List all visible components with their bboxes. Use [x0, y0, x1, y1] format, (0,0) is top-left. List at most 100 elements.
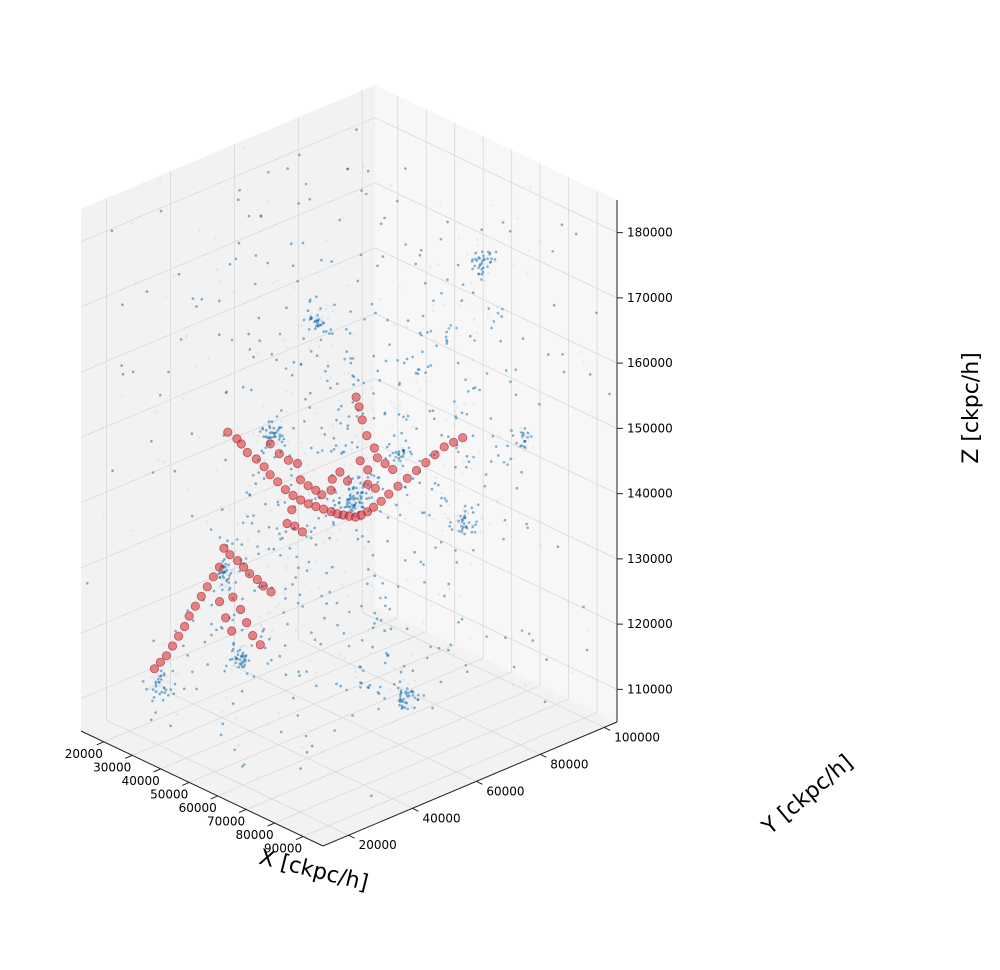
- particle-point: [314, 327, 317, 331]
- particle-point: [349, 493, 352, 497]
- particle-point: [423, 511, 426, 514]
- particle-point: [408, 455, 412, 459]
- particle-point: [408, 502, 412, 505]
- particle-point: [235, 666, 238, 670]
- particle-point: [334, 444, 338, 447]
- particle-point: [461, 297, 464, 301]
- particle-point: [410, 452, 413, 456]
- particle-point: [445, 499, 448, 503]
- particle-point: [482, 266, 485, 270]
- particle-point: [405, 325, 409, 329]
- particle-point: [347, 284, 351, 287]
- particle-point: [264, 435, 267, 439]
- particle-point: [486, 312, 490, 316]
- particle-point: [279, 538, 282, 541]
- particle-point: [186, 654, 189, 657]
- particle-point: [271, 281, 275, 285]
- particle-point: [102, 513, 105, 516]
- particle-point: [329, 450, 333, 453]
- particle-point: [349, 463, 353, 467]
- particle-point: [153, 677, 156, 681]
- particle-point: [386, 516, 390, 519]
- particle-point: [331, 343, 334, 346]
- particle-point: [398, 472, 401, 475]
- particle-point: [236, 660, 239, 663]
- particle-point: [446, 278, 449, 282]
- particle-point: [332, 565, 336, 568]
- particle-point: [323, 540, 327, 544]
- particle-point: [173, 682, 177, 686]
- particle-point: [265, 199, 269, 203]
- particle-point: [294, 543, 298, 546]
- particle-point: [264, 431, 268, 434]
- particle-point: [472, 318, 475, 322]
- particle-point: [462, 460, 466, 464]
- particle-point: [407, 446, 411, 450]
- particle-point: [416, 698, 420, 702]
- particle-point: [470, 523, 474, 527]
- particle-point: [478, 388, 481, 392]
- particle-point: [403, 691, 407, 694]
- particle-point: [432, 517, 436, 521]
- particle-point: [158, 675, 162, 678]
- particle-point: [185, 334, 188, 337]
- particle-point: [545, 658, 548, 661]
- particle-point: [411, 477, 415, 480]
- particle-point: [383, 216, 386, 220]
- particle-point: [315, 316, 319, 319]
- particle-point: [349, 498, 353, 502]
- particle-point: [134, 280, 138, 284]
- particle-point: [238, 662, 242, 666]
- particle-point: [404, 692, 408, 696]
- particle-point: [410, 652, 413, 656]
- particle-point: [285, 390, 289, 393]
- particle-point: [288, 547, 292, 550]
- grid-line: [132, 630, 427, 756]
- particle-point: [462, 533, 465, 536]
- particle-point: [275, 527, 279, 530]
- particle-point: [231, 542, 234, 545]
- particle-point: [522, 444, 526, 448]
- particle-point: [326, 304, 329, 308]
- particle-point: [400, 704, 404, 708]
- particle-point: [350, 502, 354, 505]
- particle-point: [307, 659, 311, 662]
- particle-point: [426, 365, 430, 369]
- particle-point: [232, 290, 236, 294]
- particle-point: [269, 508, 272, 512]
- particle-point: [378, 297, 381, 301]
- particle-point: [470, 506, 474, 510]
- particle-point: [187, 487, 190, 491]
- particle-point: [212, 550, 216, 554]
- particle-point: [191, 297, 195, 300]
- particle-point: [471, 267, 474, 271]
- particle-point: [254, 482, 257, 485]
- particle-point: [290, 373, 294, 377]
- particle-point: [480, 228, 484, 231]
- particle-point: [376, 619, 380, 623]
- particle-point: [298, 593, 302, 596]
- particle-point: [405, 459, 408, 462]
- particle-point: [243, 658, 247, 661]
- particle-point: [488, 522, 492, 525]
- particle-point: [287, 556, 290, 559]
- particle-point: [164, 295, 167, 299]
- particle-point: [182, 687, 186, 691]
- particle-point: [402, 415, 405, 419]
- particle-point: [353, 480, 357, 484]
- grid-line: [245, 685, 541, 810]
- particle-point: [182, 644, 185, 648]
- particle-point: [221, 571, 224, 575]
- particle-point: [518, 734, 522, 737]
- particle-point: [404, 516, 407, 520]
- particle-point: [259, 214, 263, 217]
- particle-point: [384, 661, 387, 665]
- particle-point: [343, 657, 347, 660]
- particle-point: [477, 266, 481, 270]
- particle-point: [580, 350, 583, 354]
- particle-point: [244, 654, 248, 657]
- particle-point: [397, 457, 401, 460]
- particle-point: [297, 202, 300, 205]
- particle-point: [285, 346, 289, 350]
